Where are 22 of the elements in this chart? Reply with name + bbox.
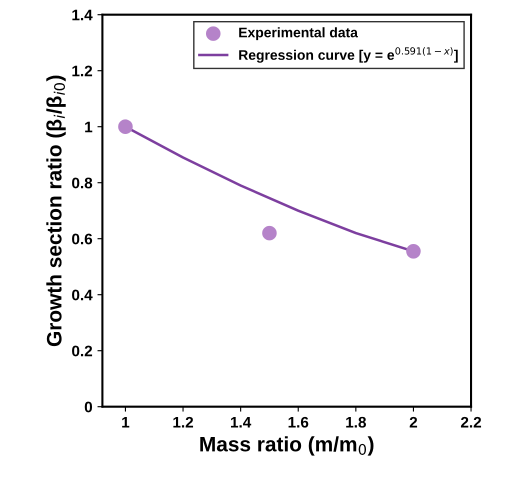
point [262, 226, 277, 240]
y-axis-title: Growth section ratio (β$_{i}$/β$_{i0}$) [46, 76, 66, 346]
x-tick-label: 1 [122, 416, 130, 428]
y-tick-label: 0.4 [72, 290, 93, 300]
y-tick-label: 1.4 [72, 10, 93, 20]
y-tick-label: 0.2 [72, 346, 92, 356]
legend-label: Experimental data [239, 27, 358, 40]
x-tick-label: 1.2 [173, 416, 194, 428]
x-tick-label: 1.6 [288, 416, 308, 428]
x-tick-label: 1.4 [230, 416, 252, 428]
x-tick-label: 2 [410, 416, 418, 428]
x-axis-title: Mass ratio (m/m$_{0}$) [200, 436, 374, 456]
point [406, 244, 421, 259]
y-tick-label: 0.8 [72, 178, 92, 188]
x-tick-label: 2.2 [460, 416, 482, 428]
x-tick-label: 1.8 [346, 416, 366, 428]
legend-label: Regression curve [y = e$^{0.591(1−x)}$] [239, 47, 458, 63]
point [118, 119, 133, 134]
y-tick-label: 0.6 [72, 234, 92, 244]
y-tick-label: 1.2 [72, 66, 92, 76]
y-tick-label: 1 [85, 122, 92, 132]
y-tick-label: 0 [84, 402, 92, 412]
